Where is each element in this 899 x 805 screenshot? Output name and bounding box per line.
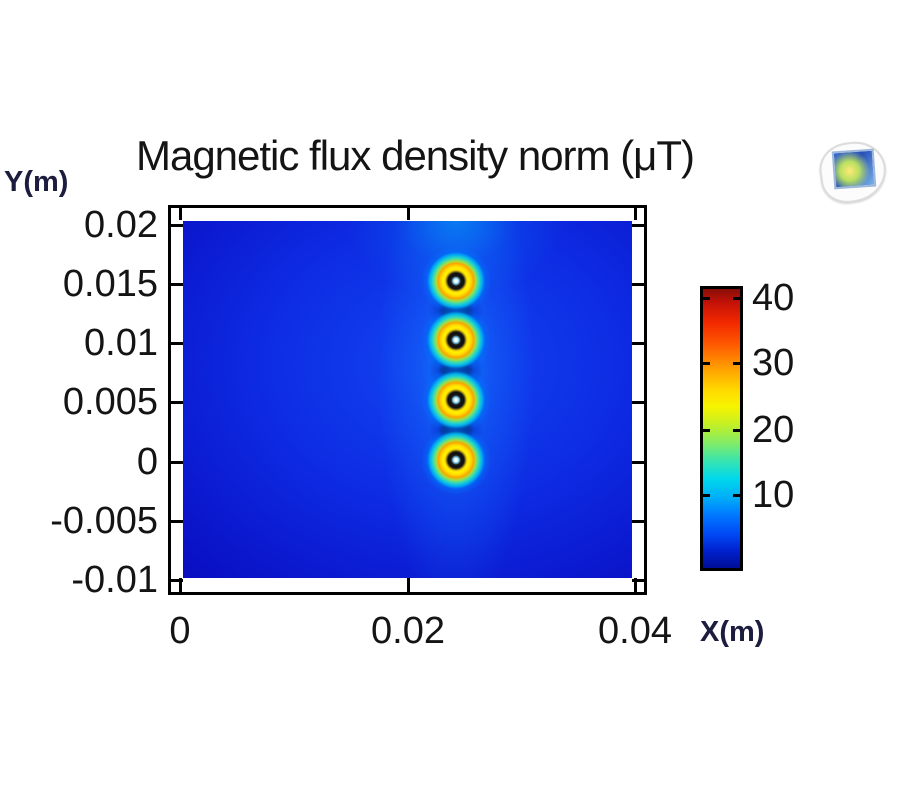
y-tick-label: 0.02 [84,204,158,246]
x-axis-tick [179,208,182,220]
colorbar-tick-label: 30 [752,342,795,384]
x-axis-tick [407,208,410,220]
colorbar-tick [733,297,740,300]
icon-mini-heatmap [831,148,877,190]
colorbar-tick [733,494,740,497]
colorbar-tick-label: 10 [752,474,795,516]
y-axis-tick [632,342,644,345]
colorbar-tick [703,297,710,300]
y-axis-tick [632,461,644,464]
y-axis-label: Y(m) [4,166,69,198]
y-axis-tick [632,224,644,227]
y-axis-tick [171,283,183,286]
x-axis-tick [634,578,637,592]
plot-title: Magnetic flux density norm (μT) [135,132,695,179]
colorbar-tick [733,429,740,432]
y-tick-label: -0.01 [71,559,158,601]
x-tick-label: 0 [169,610,191,652]
x-axis-tick [407,578,410,592]
y-tick-label: 0.015 [62,263,158,305]
y-axis-tick [171,401,183,404]
y-axis-tick [171,224,183,227]
colorbar-tick [703,362,710,365]
colorbar-tick-label: 40 [752,277,795,319]
y-axis-tick [171,520,183,523]
x-axis-label: X(m) [700,616,765,648]
x-tick-label: 0.04 [598,610,672,652]
colorbar-tick [703,494,710,497]
y-tick-label: 0.005 [62,381,158,423]
y-axis-tick [632,401,644,404]
y-axis-tick [171,461,183,464]
y-axis-tick [171,342,183,345]
surface-plot-icon[interactable] [816,137,890,207]
colorbar-tick-label: 20 [752,409,795,451]
colorbar-tick [733,362,740,365]
y-axis-tick [632,520,644,523]
flux-density-heatmap [183,221,632,578]
colorbar-tick [703,429,710,432]
plot-area-frame [168,205,647,595]
y-tick-label: -0.005 [50,500,158,542]
y-axis-tick [171,579,183,582]
y-tick-label: 0.01 [84,322,158,364]
y-axis-tick [632,283,644,286]
y-tick-label: 0 [136,441,158,483]
conductor-marker [420,424,492,496]
x-tick-label: 0.02 [371,610,445,652]
x-axis-tick [179,578,182,592]
colorbar [700,286,743,571]
y-axis-tick [632,579,644,582]
x-axis-tick [634,208,637,220]
